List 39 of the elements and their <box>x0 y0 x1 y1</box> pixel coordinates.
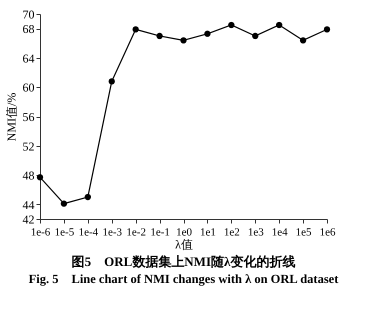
x-tick-label: 1e6 <box>320 226 336 238</box>
x-tick-label: 1e-5 <box>54 226 75 238</box>
x-tick-label: 1e4 <box>272 226 288 238</box>
x-tick-label: 1e-1 <box>150 226 170 238</box>
text: 图5 ORL数据集上NMI随λ变化的折线 <box>72 254 296 269</box>
y-tick-label: 42 <box>22 212 34 226</box>
point <box>276 22 282 28</box>
x-axis-title: λ值 <box>175 238 193 252</box>
x-tick-label: 1e2 <box>224 226 240 238</box>
y-axis-title: NMI值/% <box>4 92 18 142</box>
x-tick-label: 1e-2 <box>126 226 146 238</box>
point <box>60 200 68 207</box>
y-tick-label: 52 <box>22 139 34 154</box>
x-tick-label: 1e3 <box>248 226 264 238</box>
x-tick-label: 1e1 <box>200 226 216 238</box>
point <box>132 26 139 33</box>
x-tick-label: 1e5 <box>296 226 312 238</box>
point <box>36 174 44 180</box>
point <box>204 30 211 37</box>
y-tick-label: 64 <box>22 51 34 66</box>
x-tick-label: 1e-6 <box>30 226 51 238</box>
point <box>180 37 187 44</box>
y-tick-label: 70 <box>22 8 34 22</box>
y-tick-label: 44 <box>22 198 34 212</box>
y-tick-label: 48 <box>22 168 34 183</box>
point <box>84 194 91 200</box>
point <box>324 26 330 33</box>
text: Fig. 5 Line chart of NMI changes with λ on ORL dataset <box>28 272 340 286</box>
y-tick-label: 56 <box>22 110 34 124</box>
point <box>156 32 163 40</box>
y-tick-label: 60 <box>22 80 34 95</box>
x-tick-label: 1e-3 <box>102 226 123 238</box>
point <box>252 32 258 40</box>
x-tick-label: 1e-4 <box>78 226 99 238</box>
y-tick-label: 68 <box>22 22 34 36</box>
x-tick-label: 1e0 <box>176 226 192 238</box>
point <box>228 22 234 28</box>
point <box>108 78 115 85</box>
point <box>300 37 306 44</box>
